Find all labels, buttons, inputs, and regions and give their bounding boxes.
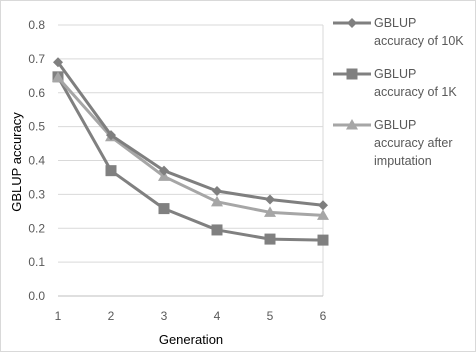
x-tick-labels: 1 2 3 4 5 6	[55, 309, 327, 323]
x-axis-title: Generation	[159, 332, 223, 347]
data-point	[265, 194, 275, 205]
x-tick-label: 6	[320, 309, 327, 323]
legend-label: GBLUP	[374, 118, 416, 132]
series-line	[56, 76, 324, 217]
series-2	[52, 71, 329, 246]
data-point	[52, 71, 64, 83]
data-point	[264, 206, 276, 217]
y-tick-label: 0.0	[28, 289, 45, 303]
data-point	[158, 203, 170, 215]
data-point	[53, 57, 63, 68]
data-point	[105, 165, 117, 177]
legend-item: GBLUP accuracy of 10K	[333, 16, 464, 48]
y-tick-label: 0.5	[28, 120, 45, 134]
data-point	[106, 130, 116, 141]
legend-label: GBLUP	[374, 16, 416, 30]
x-tick-label: 5	[267, 309, 274, 323]
y-axis-title: GBLUP accuracy	[9, 112, 24, 212]
data-point	[317, 234, 329, 246]
data-point	[317, 209, 329, 220]
y-tick-label: 0.1	[28, 255, 45, 269]
legend-marker	[346, 119, 358, 130]
series-line	[56, 61, 324, 207]
legend-label: GBLUP	[374, 67, 416, 81]
data-point	[264, 233, 276, 245]
data-point	[212, 185, 222, 196]
y-tick-label: 0.8	[28, 18, 45, 32]
data-point	[158, 170, 170, 181]
y-tick-label: 0.2	[28, 221, 45, 235]
legend-label: accuracy of 10K	[374, 34, 464, 48]
legend-label: imputation	[374, 154, 432, 168]
legend-item: GBLUP accuracy of 1K	[333, 67, 457, 99]
y-tick-label: 0.4	[28, 154, 45, 168]
data-point	[318, 200, 328, 211]
legend-label: accuracy of 1K	[374, 85, 457, 99]
x-tick-label: 2	[108, 309, 115, 323]
y-tick-label: 0.7	[28, 52, 45, 66]
series-3	[52, 71, 329, 220]
x-tick-label: 3	[161, 309, 168, 323]
gridlines	[58, 24, 324, 296]
legend-item: GBLUP accuracy after imputation	[333, 118, 453, 168]
y-tick-label: 0.6	[28, 86, 45, 100]
series-layer	[52, 57, 329, 246]
data-point	[211, 195, 223, 207]
series-1	[53, 57, 328, 211]
y-tick-label: 0.3	[28, 187, 45, 201]
x-tick-label: 4	[214, 309, 221, 323]
series-line	[56, 76, 324, 242]
x-tick-label: 1	[55, 309, 62, 323]
legend-marker	[346, 68, 358, 80]
legend-label: accuracy after	[374, 136, 453, 150]
data-point	[211, 224, 223, 236]
data-point	[159, 165, 169, 176]
y-tick-labels: 0.0 0.1 0.2 0.3 0.4 0.5 0.6 0.7 0.8	[28, 18, 45, 303]
legend-marker	[347, 18, 357, 28]
